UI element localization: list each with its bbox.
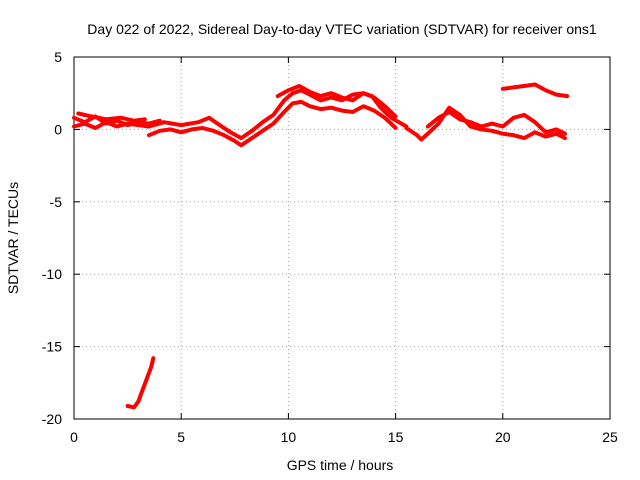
plot-frame bbox=[73, 56, 611, 420]
satellite-track-4 bbox=[147, 99, 398, 148]
satellite-track-6 bbox=[275, 84, 398, 119]
y-tick-labels: -20 -15 -10 -5 0 5 bbox=[42, 49, 62, 427]
data-series bbox=[72, 82, 570, 410]
satellite-track-8 bbox=[425, 110, 567, 136]
x-tick-label: 10 bbox=[281, 429, 297, 445]
satellite-track-9 bbox=[500, 82, 570, 99]
x-tick-label: 15 bbox=[388, 429, 404, 445]
satellite-track-3 bbox=[76, 111, 147, 123]
y-tick-label: 0 bbox=[54, 121, 62, 137]
satellite-track-7 bbox=[404, 105, 567, 142]
x-tick-label: 20 bbox=[495, 429, 511, 445]
grid bbox=[74, 57, 610, 419]
x-axis-label: GPS time / hours bbox=[287, 457, 394, 473]
y-tick-label: -5 bbox=[50, 194, 63, 210]
y-tick-label: -10 bbox=[42, 266, 62, 282]
x-tick-label: 25 bbox=[602, 429, 618, 445]
x-tick-label: 0 bbox=[70, 429, 78, 445]
satellite-track-1 bbox=[72, 114, 162, 128]
y-tick-label: -20 bbox=[42, 411, 62, 427]
y-axis-label: SDTVAR / TECUs bbox=[5, 182, 21, 294]
y-tick-label: 5 bbox=[54, 49, 62, 65]
x-tick-labels: 0 5 10 15 20 25 bbox=[70, 429, 618, 445]
y-tick-label: -15 bbox=[42, 339, 62, 355]
axis-ticks bbox=[73, 56, 611, 420]
satellite-track-10 bbox=[125, 356, 156, 410]
satellite-track-2 bbox=[72, 120, 151, 130]
chart-title: Day 022 of 2022, Sidereal Day-to-day VTE… bbox=[87, 21, 597, 37]
x-tick-label: 5 bbox=[177, 429, 185, 445]
